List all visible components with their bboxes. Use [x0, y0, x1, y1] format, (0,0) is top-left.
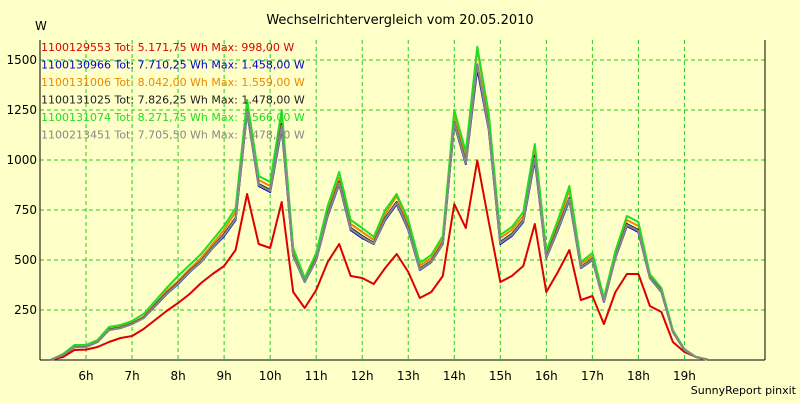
x-tick-label: 9h [217, 369, 232, 383]
y-tick-label: 750 [14, 203, 37, 217]
legend-entry-6: 1100213451 Tot: 7.705,50 Wh Max: 1.478,0… [41, 129, 305, 142]
legend-entry-1: 1100129553 Tot: 5.171,75 Wh Max: 998,00 … [41, 41, 294, 54]
chart-title: Wechselrichtervergleich vom 20.05.2010 [266, 13, 533, 28]
x-tick-label: 16h [535, 369, 558, 383]
legend-entry-3: 1100131006 Tot: 8.042,00 Wh Max: 1.559,0… [41, 76, 305, 89]
grid [40, 40, 765, 360]
plot-area [40, 40, 765, 360]
axes: 250 500 750 1000 1250 1500 6h 7h 8h 9h 10h 11h 12h 13… [6, 40, 766, 383]
series-line-1 [51, 159, 708, 361]
y-tick-label: 1250 [6, 103, 37, 117]
x-tick-label: 10h [259, 369, 282, 383]
legend: 1100129553 Tot: 5.171,75 Wh Max: 998,00 … [41, 41, 305, 142]
series-lines [51, 45, 708, 361]
series-line-6 [51, 63, 708, 361]
y-tick-label: 250 [14, 303, 37, 317]
x-tick-label: 13h [397, 369, 420, 383]
x-tick-label: 8h [170, 369, 185, 383]
y-tick-label: 1000 [6, 153, 37, 167]
x-tick-label: 6h [78, 369, 93, 383]
x-tick-label: 19h [673, 369, 696, 383]
legend-entry-4: 1100131025 Tot: 7.826,25 Wh Max: 1.478,0… [41, 94, 305, 107]
x-tick-label: 14h [443, 369, 466, 383]
x-tick-label: 12h [351, 369, 374, 383]
legend-entry-5: 1100131074 Tot: 8.271,75 Wh Max: 1.566,0… [41, 111, 305, 124]
x-tick-label: 18h [627, 369, 650, 383]
x-tick-label: 17h [581, 369, 604, 383]
y-axis-unit-label: W [35, 19, 47, 33]
y-tick-label: 1500 [6, 53, 37, 67]
y-tick-label: 500 [14, 253, 37, 267]
footer-credit: SunnyReport pinxit [691, 384, 797, 397]
x-tick-label: 15h [489, 369, 512, 383]
series-line-5 [51, 45, 708, 361]
x-tick-label: 7h [124, 369, 139, 383]
x-tick-label: 11h [305, 369, 328, 383]
legend-entry-2: 1100130966 Tot: 7.710,25 Wh Max: 1.458,0… [41, 59, 305, 72]
